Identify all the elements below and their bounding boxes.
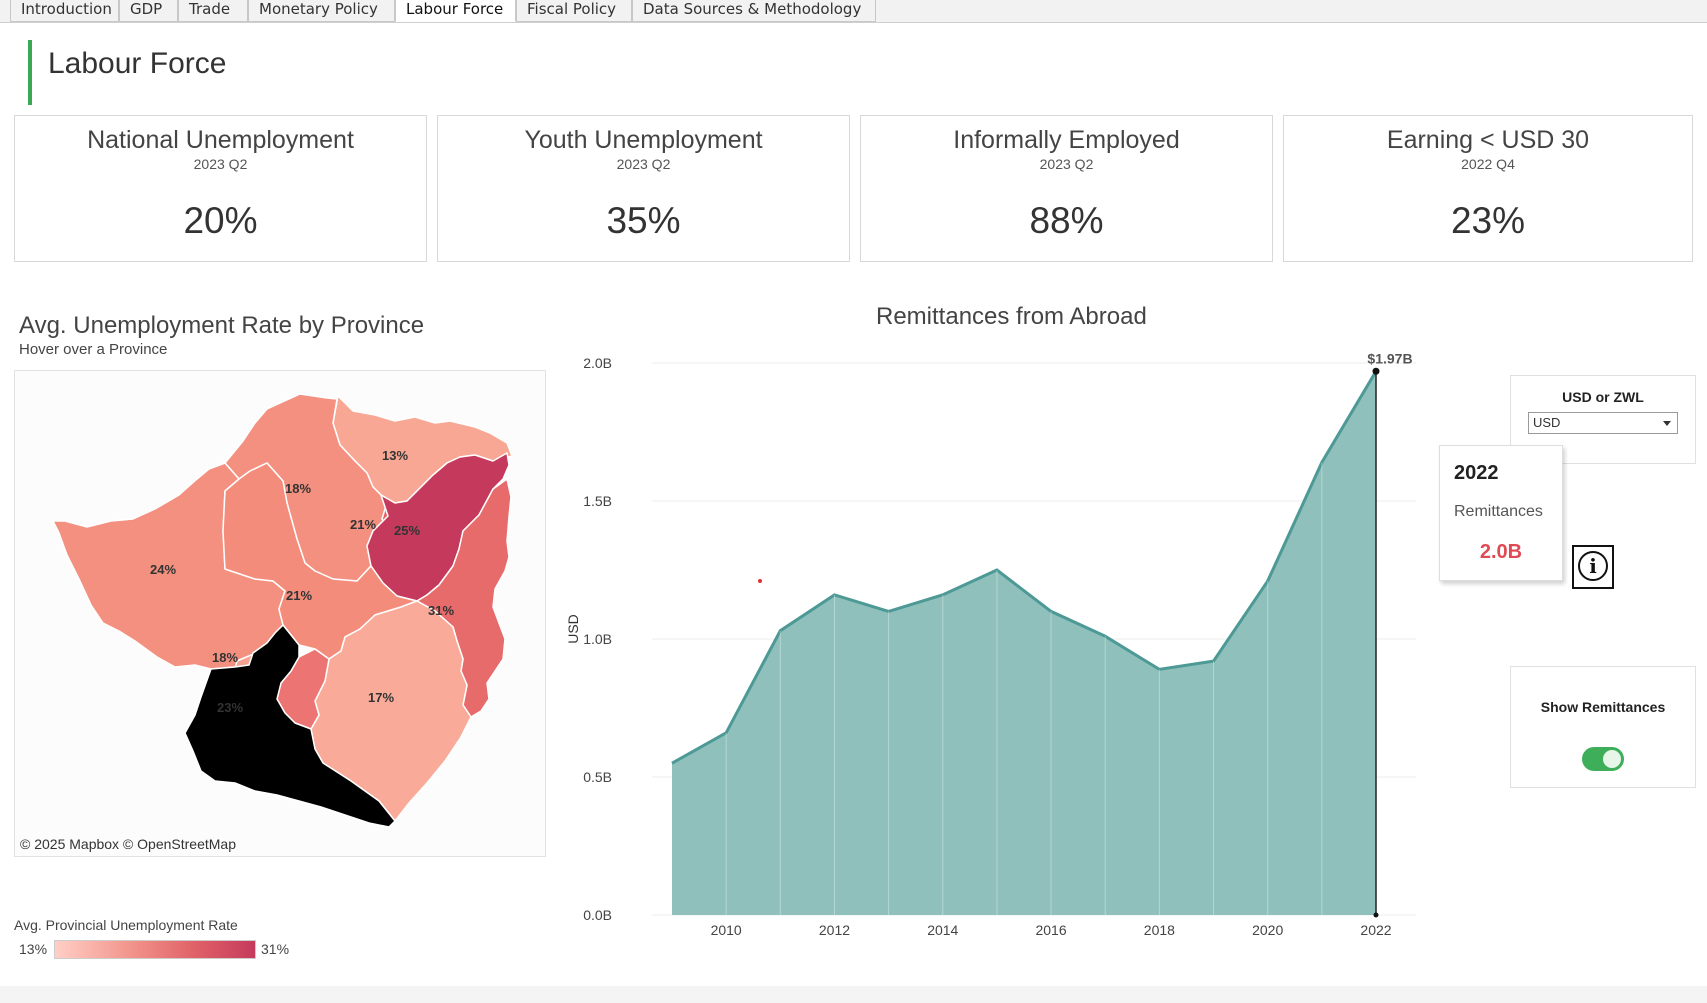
y-tick-label: 1.5B (583, 493, 612, 509)
legend-min: 13% (19, 941, 48, 957)
province-matabeleland-south[interactable] (184, 624, 396, 828)
kpi-title: Earning < USD 30 (1386, 126, 1590, 154)
kpi-value: 23% (1450, 200, 1526, 241)
y-tick-label: 0.5B (583, 769, 612, 785)
tooltip-year: 2022 (1454, 462, 1499, 484)
province-label: 23% (217, 700, 243, 715)
tab-trade[interactable]: Trade (178, 0, 248, 22)
show-remittances-label: Show Remittances (1540, 699, 1666, 715)
kpi-youth-unemployment: Youth Unemployment 2023 Q2 35% (437, 115, 850, 262)
tab-bar: Introduction GDP Trade Monetary Policy L… (0, 0, 1707, 23)
legend-title: Avg. Provincial Unemployment Rate (14, 917, 238, 933)
show-remittances-panel: Show Remittances (1510, 666, 1696, 788)
highlight-point[interactable] (1372, 367, 1380, 375)
kpi-value: 88% (1029, 200, 1104, 241)
kpi-period: 2022 Q4 (1461, 156, 1515, 172)
tooltip-value: 2.0B (1479, 541, 1523, 563)
series-line (671, 370, 1378, 765)
kpi-value: 35% (606, 200, 681, 241)
footer-bar (0, 986, 1707, 1003)
province-label: 24% (150, 562, 176, 577)
currency-label: USD or ZWL (1562, 389, 1644, 405)
x-tick-label: 2020 (1252, 922, 1283, 938)
province-label: 25% (394, 523, 420, 538)
map-title: Avg. Unemployment Rate by Province (19, 312, 425, 339)
province-map-svg: 13% 18% 21% 25% 31% 24% 21% 18% 17% 23% (52, 393, 513, 828)
stray-marker (758, 579, 762, 583)
x-tick-label: 2010 (711, 922, 742, 938)
kpi-title: Youth Unemployment (524, 126, 763, 154)
currency-select[interactable]: USD (1528, 412, 1678, 434)
y-tick-label: 0.0B (583, 907, 612, 923)
x-tick-label: 2014 (927, 922, 958, 938)
x-tick-label: 2016 (1035, 922, 1066, 938)
province-label: 18% (285, 481, 311, 496)
province-label: 31% (428, 603, 454, 618)
show-remittances-toggle[interactable] (1582, 747, 1624, 771)
tab-monetary-policy[interactable]: Monetary Policy (248, 0, 395, 22)
kpi-title: Informally Employed (953, 126, 1180, 154)
tab-gdp[interactable]: GDP (119, 0, 178, 22)
province-label: 21% (286, 588, 312, 603)
kpi-title: National Unemployment (87, 126, 354, 154)
kpi-informally-employed: Informally Employed 2023 Q2 88% (860, 115, 1273, 262)
currency-select-value: USD (1533, 415, 1561, 430)
kpi-period: 2023 Q2 (1039, 156, 1094, 172)
x-tick-label: 2018 (1144, 922, 1175, 938)
kpi-value: 20% (183, 200, 258, 241)
area-fill (672, 371, 1376, 915)
y-tick-label: 1.0B (583, 631, 612, 647)
province-map[interactable]: 13% 18% 21% 25% 31% 24% 21% 18% 17% 23% (14, 370, 546, 857)
tooltip-label: Remittances (1454, 503, 1543, 520)
title-accent-bar (28, 40, 32, 105)
y-axis-label: USD (565, 614, 581, 644)
kpi-period: 2023 Q2 (616, 156, 671, 172)
highlight-base-point (1373, 912, 1379, 918)
chart-tooltip: 2022 Remittances 2.0B (1439, 445, 1563, 581)
x-tick-label: 2012 (819, 922, 850, 938)
info-icon: i (1578, 551, 1608, 581)
tab-labour-force[interactable]: Labour Force (395, 0, 516, 22)
province-label: 21% (350, 517, 376, 532)
map-subtitle: Hover over a Province (19, 341, 168, 358)
info-button[interactable]: i (1572, 545, 1614, 589)
legend-max: 31% (261, 941, 290, 957)
legend-color-scale (54, 940, 256, 959)
toggle-knob (1603, 750, 1621, 768)
chevron-down-icon (1663, 421, 1671, 426)
province-label: 17% (368, 690, 394, 705)
province-manicaland[interactable] (416, 478, 512, 718)
x-tick-label: 2022 (1360, 922, 1391, 938)
end-value-label: $1.97B (1367, 350, 1412, 366)
y-tick-label: 2.0B (583, 355, 612, 371)
remittances-chart[interactable]: 0.0B 0.5B 1.0B 1.5B 2.0B 2010 2012 2014 2016 201… (560, 335, 1490, 965)
province-label: 18% (212, 650, 238, 665)
tab-fiscal-policy[interactable]: Fiscal Policy (516, 0, 632, 22)
kpi-national-unemployment: National Unemployment 2023 Q2 20% (14, 115, 427, 262)
map-attribution[interactable]: © 2025 Mapbox © OpenStreetMap (20, 836, 236, 852)
page-title: Labour Force (48, 47, 227, 80)
province-label: 13% (382, 448, 408, 463)
chart-title: Remittances from Abroad (876, 303, 1147, 330)
kpi-earning-under-30: Earning < USD 30 2022 Q4 23% (1283, 115, 1693, 262)
tab-introduction[interactable]: Introduction (10, 0, 119, 22)
tab-data-sources[interactable]: Data Sources & Methodology (632, 0, 876, 22)
kpi-period: 2023 Q2 (193, 156, 248, 172)
